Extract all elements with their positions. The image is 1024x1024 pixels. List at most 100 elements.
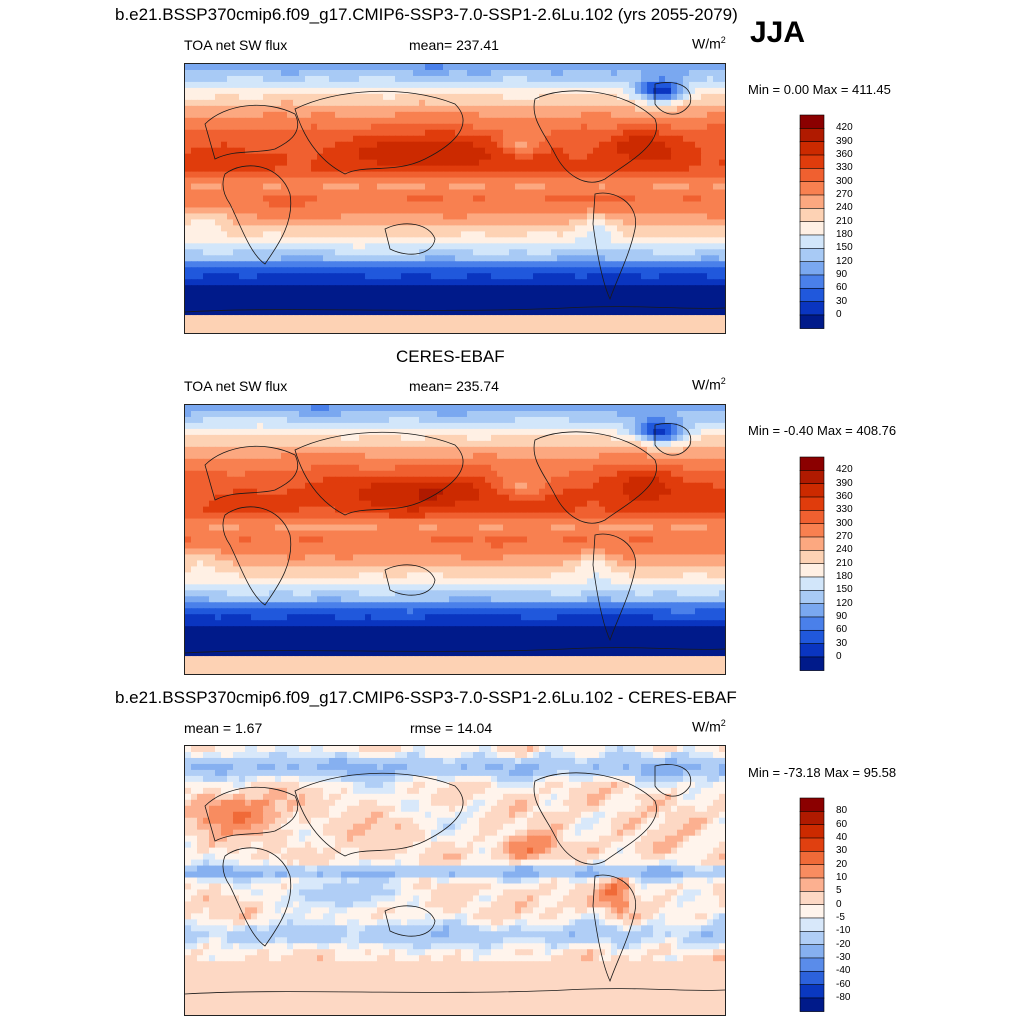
- map-cell: [611, 422, 618, 430]
- map-cell: [287, 279, 294, 286]
- map-cell: [185, 81, 192, 89]
- map-cell: [599, 141, 606, 149]
- map-cell: [257, 321, 264, 328]
- map-cell: [443, 87, 450, 95]
- map-cell: [461, 321, 468, 328]
- map-cell: [437, 123, 444, 131]
- map-cell: [431, 135, 438, 143]
- map-cell: [587, 405, 594, 412]
- map-cell: [227, 183, 234, 191]
- map-cell: [233, 201, 240, 209]
- map-cell: [701, 458, 708, 466]
- map-cell: [293, 440, 300, 448]
- map-cell: [305, 297, 312, 304]
- map-cell: [689, 422, 696, 430]
- map-cell: [383, 135, 390, 143]
- map-cell: [287, 416, 294, 424]
- map-cell: [653, 273, 660, 280]
- map-cell: [617, 183, 624, 191]
- map-cell: [503, 153, 510, 161]
- map-cell: [215, 315, 222, 322]
- map-cell: [509, 99, 516, 107]
- map-cell: [185, 267, 192, 274]
- map-cell: [413, 303, 420, 310]
- map-cell: [545, 291, 552, 298]
- map-cell: [215, 255, 222, 262]
- map-cell: [293, 249, 300, 256]
- map-cell: [365, 440, 372, 448]
- map-cell: [479, 458, 486, 466]
- map-cell: [239, 87, 246, 95]
- map-cell: [185, 129, 192, 137]
- map-cell: [515, 141, 522, 149]
- map-cell: [371, 99, 378, 107]
- map-cell: [647, 64, 654, 71]
- map-cell: [233, 69, 240, 77]
- map-cell: [605, 153, 612, 161]
- map-cell: [659, 428, 666, 436]
- map-cell: [197, 219, 204, 226]
- map-cell: [407, 105, 414, 113]
- map-cell: [527, 452, 534, 460]
- map-cell: [407, 255, 414, 262]
- map-cell: [689, 267, 696, 274]
- map-cell: [425, 452, 432, 460]
- map-cell: [209, 135, 216, 143]
- map-cell: [491, 75, 498, 83]
- map-cell: [503, 273, 510, 280]
- map-cell: [353, 64, 360, 71]
- map-cell: [701, 452, 708, 460]
- map-cell: [203, 273, 210, 280]
- map-cell: [587, 129, 594, 137]
- map-cell: [263, 249, 270, 256]
- map-cell: [269, 111, 276, 119]
- map-cell: [347, 213, 354, 221]
- map-cell: [569, 231, 576, 238]
- map-cell: [479, 219, 486, 226]
- map-cell: [221, 458, 228, 466]
- map-cell: [221, 434, 228, 442]
- map-cell: [185, 225, 192, 232]
- map-cell: [491, 321, 498, 328]
- map-cell: [563, 105, 570, 113]
- map-cell: [371, 183, 378, 191]
- map-cell: [263, 303, 270, 310]
- map-cell: [221, 165, 228, 173]
- map-cell: [605, 147, 612, 155]
- map-cell: [683, 123, 690, 131]
- map-cell: [311, 279, 318, 286]
- map-cell: [581, 153, 588, 161]
- map-cell: [665, 147, 672, 155]
- map-cell: [575, 111, 582, 119]
- map-cell: [185, 285, 192, 292]
- map-cell: [299, 165, 306, 173]
- map-cell: [605, 219, 612, 226]
- map-cell: [263, 207, 270, 215]
- map-cell: [683, 231, 690, 238]
- map-cell: [245, 189, 252, 197]
- map-cell: [395, 123, 402, 131]
- map-cell: [533, 99, 540, 107]
- map-cell: [635, 75, 642, 83]
- map-cell: [251, 446, 258, 454]
- map-cell: [677, 75, 684, 83]
- map-cell: [257, 273, 264, 280]
- map-cell: [521, 183, 528, 191]
- map-cell: [611, 231, 618, 238]
- map-cell: [689, 165, 696, 173]
- map-cell: [437, 309, 444, 316]
- map-cell: [653, 213, 660, 221]
- map-cell: [707, 147, 714, 155]
- map-cell: [473, 452, 480, 460]
- map-cell: [521, 321, 528, 328]
- map-cell: [671, 75, 678, 83]
- map-cell: [353, 183, 360, 191]
- map-cell: [245, 225, 252, 232]
- map-cell: [299, 446, 306, 454]
- map-cell: [635, 297, 642, 304]
- map-cell: [209, 273, 216, 280]
- map-cell: [185, 87, 192, 95]
- map-cell: [215, 141, 222, 149]
- map-cell: [677, 434, 684, 442]
- map-cell: [203, 440, 210, 448]
